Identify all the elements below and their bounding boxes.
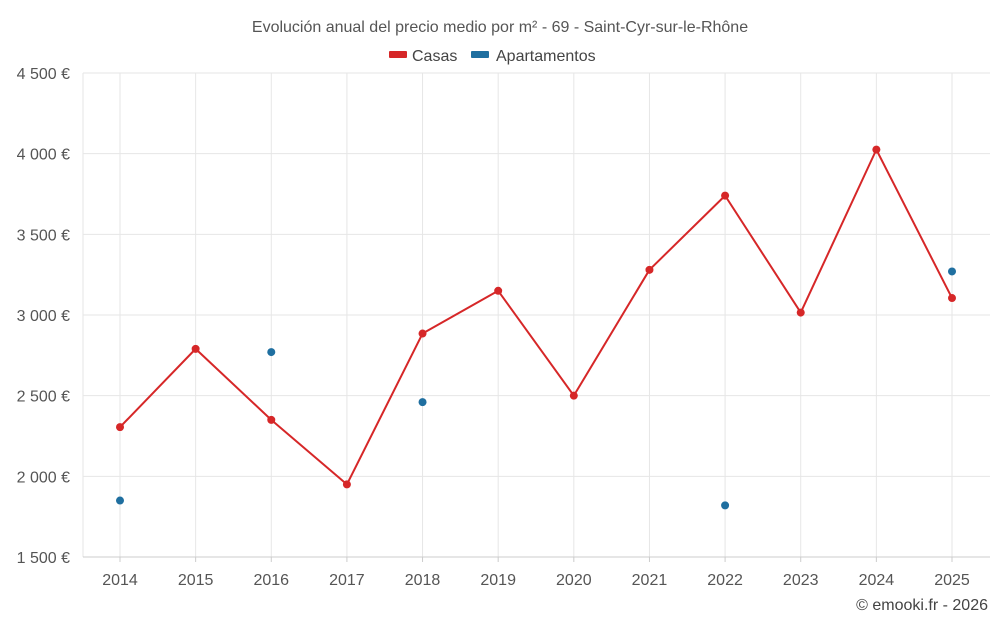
legend-label-casas: Casas [412, 48, 457, 65]
data-point-apartamentos[interactable] [721, 501, 730, 510]
y-tick-label: 2 000 € [17, 469, 70, 486]
data-point-casas[interactable] [494, 286, 503, 295]
grid [82, 72, 990, 558]
legend-item-casas[interactable]: Casas [389, 48, 457, 65]
y-tick-label: 4 000 € [17, 147, 70, 164]
chart-title: Evolución anual del precio medio por m² … [252, 19, 748, 36]
data-point-casas[interactable] [721, 191, 730, 200]
data-point-casas[interactable] [116, 423, 124, 432]
x-tick-label: 2018 [405, 572, 441, 589]
data-point-casas[interactable] [872, 145, 881, 154]
data-point-apartamentos[interactable] [948, 267, 956, 276]
x-tick-label: 2016 [253, 572, 289, 589]
data-point-apartamentos[interactable] [267, 348, 276, 357]
x-tick-label: 2024 [859, 572, 895, 589]
legend-swatch-apartamentos [471, 51, 489, 58]
x-tick-label: 2014 [102, 572, 138, 589]
x-tick-label: 2022 [707, 572, 743, 589]
legend-item-apartamentos[interactable]: Apartamentos [471, 48, 596, 65]
y-tick-label: 1 500 € [17, 550, 70, 567]
legend-label-apartamentos: Apartamentos [496, 48, 596, 65]
x-tick-label: 2017 [329, 572, 365, 589]
legend: Casas Apartamentos [389, 48, 596, 65]
data-point-casas[interactable] [948, 294, 956, 303]
y-tick-label: 4 500 € [17, 66, 70, 83]
series [116, 145, 956, 510]
data-point-casas[interactable] [796, 308, 805, 317]
data-point-casas[interactable] [418, 329, 427, 338]
legend-swatch-casas [389, 51, 407, 58]
x-tick-label: 2025 [934, 572, 970, 589]
y-tick-label: 2 500 € [17, 389, 70, 406]
axes: 1 500 € 2 000 € 2 500 € 3 000 € 3 500 € 4 000… [17, 66, 990, 589]
data-point-apartamentos[interactable] [116, 496, 124, 505]
credit-text: © emooki.fr - 2026 [856, 597, 988, 614]
data-point-apartamentos[interactable] [418, 398, 427, 407]
x-tick-label: 2019 [480, 572, 516, 589]
data-point-casas[interactable] [569, 391, 578, 400]
x-tick-label: 2015 [178, 572, 214, 589]
data-point-casas[interactable] [267, 415, 276, 424]
y-tick-label: 3 000 € [17, 308, 70, 325]
series-line-casas [119, 148, 953, 486]
data-point-casas[interactable] [342, 480, 351, 489]
y-tick-label: 3 500 € [17, 227, 70, 244]
data-point-casas[interactable] [191, 344, 200, 353]
data-point-casas[interactable] [645, 265, 654, 274]
x-tick-label: 2023 [783, 572, 819, 589]
x-tick-label: 2021 [632, 572, 668, 589]
x-tick-label: 2020 [556, 572, 592, 589]
